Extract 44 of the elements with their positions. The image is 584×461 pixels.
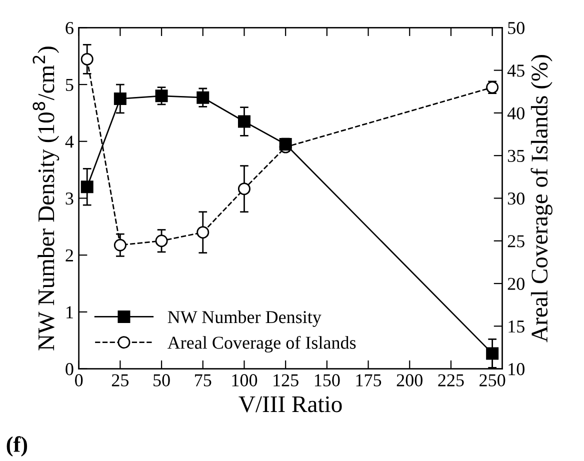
y-tick-label: 6 [66, 22, 74, 34]
x-tick-label: 175 [356, 374, 382, 386]
point [486, 347, 499, 360]
point [196, 91, 210, 104]
y-axis-title: NW Number Density (10$^{8}$/cm$^{2}$) [32, 46, 60, 350]
y-tick-label: 2 [66, 249, 73, 262]
point [114, 238, 126, 252]
x-tick-label: 125 [274, 374, 298, 386]
y-tick-label: 0 [66, 363, 74, 376]
x-tick-label: 100 [232, 374, 258, 386]
y2-tick-label: 40 [507, 107, 524, 120]
legend-label: Areal Coverage of Islands [167, 336, 356, 353]
x-tick-label: 75 [195, 374, 212, 386]
x-tick-label: 250 [480, 374, 506, 386]
y2-tick-label: 30 [508, 192, 524, 205]
point [80, 180, 94, 194]
y2-tick-label: 20 [508, 278, 524, 290]
y-tick-label: 1 [66, 306, 73, 318]
legend-label: NW Number Density [168, 310, 322, 327]
point [238, 182, 250, 196]
point [155, 90, 168, 102]
x-tick-label: 50 [154, 374, 170, 386]
x-tick-label: 150 [314, 374, 340, 386]
y2-tick-label: 45 [507, 64, 524, 77]
y2-tick-label: 35 [508, 150, 524, 162]
x-tick-label: 25 [112, 374, 129, 386]
point [238, 115, 250, 128]
y2-tick-label: 15 [508, 320, 524, 333]
x-tick-label: 225 [438, 374, 464, 386]
y2-tick-label: 10 [508, 363, 524, 376]
y2-tick-label: 25 [508, 235, 524, 248]
point [196, 226, 210, 239]
y2-tick-label: 50 [508, 22, 524, 34]
point [155, 234, 168, 248]
x-tick-label: 200 [396, 374, 422, 386]
y2-axis-title: Areal Coverage of Islands (%) [530, 55, 552, 342]
text: (f) [6, 436, 28, 457]
y-tick-label: 3 [66, 192, 74, 205]
y-tick-label: 4 [65, 136, 74, 148]
x-axis-title: V/III Ratio [238, 396, 342, 412]
point [80, 52, 94, 66]
y-tick-label: 5 [66, 78, 74, 91]
point [114, 92, 126, 105]
x-tick-label: 0 [75, 374, 83, 386]
